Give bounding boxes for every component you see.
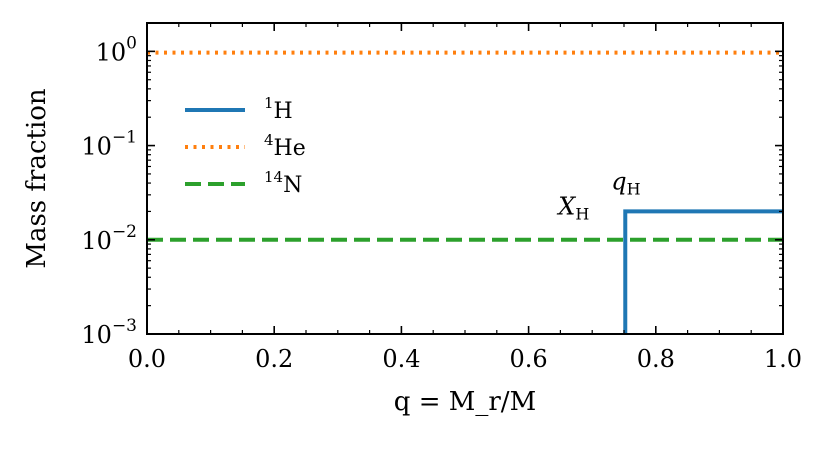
y-tick-base: 10 <box>81 133 112 161</box>
series-line-0 <box>623 209 783 334</box>
y-tick-base: 10 <box>81 321 112 349</box>
legend-label-2: 14N <box>264 168 302 198</box>
y-axis-label: Mass fraction <box>22 88 52 269</box>
x-tick-label: 0.8 <box>637 345 675 373</box>
legend-label-symbol: He <box>274 136 306 161</box>
legend-label-symbol: H <box>274 99 293 124</box>
x-tick-label: 1.0 <box>764 345 802 373</box>
annotation-x-h-main: X <box>556 192 576 220</box>
x-tick-label: 0.0 <box>128 345 166 373</box>
series-layer <box>147 50 783 334</box>
legend-label-superscript: 4 <box>264 131 274 149</box>
y-tick-exponent: −2 <box>112 222 137 242</box>
annotation-x-h: XH <box>556 192 589 223</box>
y-tick-exponent: 0 <box>126 33 137 53</box>
legend-label-superscript: 1 <box>264 94 274 112</box>
y-tick-label: 10−1 <box>81 128 137 161</box>
y-tick-label: 10−2 <box>81 222 137 255</box>
y-tick-label: 100 <box>96 33 137 66</box>
y-tick-base: 10 <box>96 38 127 66</box>
y-tick-exponent: −3 <box>112 316 137 336</box>
legend-label-symbol: N <box>283 173 302 198</box>
x-tick-label: 0.6 <box>510 345 548 373</box>
y-tick-base: 10 <box>81 227 112 255</box>
x-tick-label: 0.4 <box>382 345 420 373</box>
annotation-q-h-sub: H <box>627 179 641 198</box>
y-tick-label: 10−3 <box>81 316 137 349</box>
legend-label-superscript: 14 <box>264 168 283 186</box>
legend-label-1: 4He <box>264 131 306 161</box>
y-tick-exponent: −1 <box>112 128 137 148</box>
annotation-x-h-sub: H <box>575 204 589 223</box>
x-tick-label: 0.2 <box>255 345 293 373</box>
annotation-q-h: qH <box>611 167 640 198</box>
x-axis-label: q = M_r/M <box>394 387 536 417</box>
plot-frame <box>146 22 784 335</box>
annotation-q-h-main: q <box>611 167 626 195</box>
legend-label-0: 1H <box>264 94 293 124</box>
